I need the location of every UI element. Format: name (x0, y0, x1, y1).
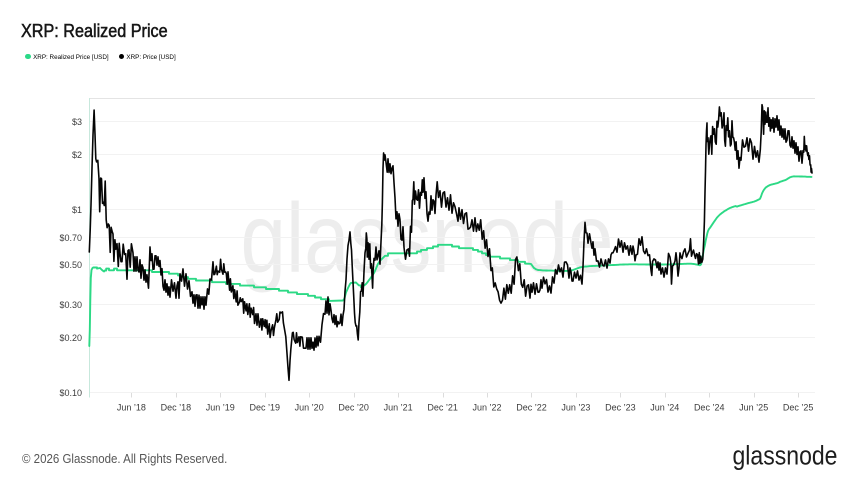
svg-text:Dec ’24: Dec ’24 (694, 403, 725, 413)
svg-text:$0.10: $0.10 (59, 388, 82, 398)
svg-text:$0.20: $0.20 (59, 333, 82, 343)
svg-text:Jun ’21: Jun ’21 (384, 403, 413, 413)
svg-text:Jun ’22: Jun ’22 (472, 403, 501, 413)
svg-text:Dec ’25: Dec ’25 (783, 403, 814, 413)
svg-text:Jun ’20: Jun ’20 (295, 403, 324, 413)
svg-text:$2: $2 (72, 150, 82, 160)
svg-text:$0.30: $0.30 (59, 300, 82, 310)
svg-text:Dec ’22: Dec ’22 (516, 403, 547, 413)
svg-text:Dec ’18: Dec ’18 (161, 403, 192, 413)
svg-text:Jun ’25: Jun ’25 (739, 403, 768, 413)
svg-text:Jun ’18: Jun ’18 (117, 403, 146, 413)
svg-text:Jun ’24: Jun ’24 (650, 403, 679, 413)
svg-text:$1: $1 (72, 205, 82, 215)
svg-text:$3: $3 (72, 117, 82, 127)
svg-text:Dec ’21: Dec ’21 (427, 403, 458, 413)
svg-text:Dec ’23: Dec ’23 (605, 403, 636, 413)
svg-text:glassnode: glassnode (733, 441, 838, 471)
svg-text:Dec ’20: Dec ’20 (338, 403, 369, 413)
svg-text:Jun ’19: Jun ’19 (206, 403, 235, 413)
svg-text:Jun ’23: Jun ’23 (561, 403, 590, 413)
svg-text:$0.50: $0.50 (59, 260, 82, 270)
svg-text:Dec ’19: Dec ’19 (250, 403, 281, 413)
svg-text:$0.70: $0.70 (59, 233, 82, 243)
